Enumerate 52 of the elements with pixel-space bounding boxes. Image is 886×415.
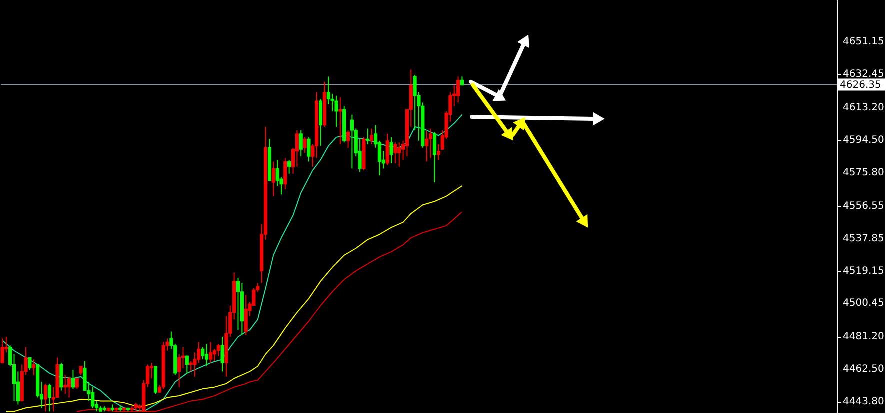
y-tick-label: 4519.15 <box>843 266 884 277</box>
y-tick-label: 4443.80 <box>843 396 884 408</box>
candlestick <box>425 130 429 162</box>
y-tick-label: 4500.45 <box>843 298 884 310</box>
candlestick <box>220 336 224 372</box>
candlestick <box>307 136 311 162</box>
candlestick <box>208 342 213 364</box>
line-series <box>2 114 463 412</box>
candlestick <box>334 95 338 128</box>
line-series <box>6 186 463 412</box>
candlestick <box>48 383 52 412</box>
candlestick <box>386 133 390 166</box>
y-tick-label: 4556.55 <box>843 200 884 212</box>
candlestick <box>346 130 350 148</box>
y-tick-label: 4613.20 <box>843 102 884 114</box>
candlestick <box>201 346 205 360</box>
candlestick <box>303 136 307 154</box>
candlestick <box>390 136 394 164</box>
candlestick <box>28 357 32 370</box>
candlestick <box>216 343 220 357</box>
candlestick <box>394 142 398 164</box>
candlestick <box>0 338 4 364</box>
candlestick <box>436 144 440 160</box>
y-tick-label: 4462.50 <box>843 364 884 376</box>
y-tick-label: 4537.85 <box>843 233 884 244</box>
y-tick-label: 4632.45 <box>843 69 884 80</box>
candlestick <box>205 343 209 367</box>
candlestick <box>32 359 36 376</box>
line-series <box>76 212 463 412</box>
candlestick <box>350 114 354 170</box>
y-tick-label: 4651.15 <box>843 36 884 48</box>
candlestick <box>272 161 276 197</box>
candlestick <box>284 158 288 190</box>
y-tick-label: 4594.50 <box>843 135 884 146</box>
candlestick <box>244 294 248 336</box>
candlestick <box>456 76 460 104</box>
candlestick <box>60 362 64 392</box>
candlestick <box>370 128 374 145</box>
candlestick <box>185 356 189 374</box>
candlestick <box>44 383 48 412</box>
candlestick <box>189 360 193 372</box>
candlestick <box>288 159 292 174</box>
candlestick <box>398 142 402 168</box>
candlestick <box>429 128 433 159</box>
ref-line-label: 4626.35 <box>840 80 882 91</box>
candlestick <box>299 130 303 158</box>
y-tick-label: 4575.80 <box>843 167 884 178</box>
y-tick-label: 4481.20 <box>843 332 884 343</box>
candlestick <box>75 378 79 390</box>
candlestick <box>71 369 75 390</box>
candlestick <box>432 132 436 184</box>
candlestick <box>68 376 72 398</box>
